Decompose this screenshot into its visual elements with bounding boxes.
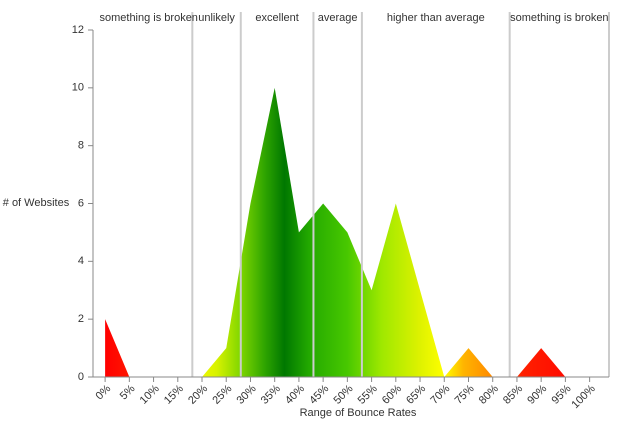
x-tick-label: 45% bbox=[307, 383, 331, 407]
y-tick-label: 6 bbox=[78, 197, 84, 209]
x-tick-label: 100% bbox=[569, 383, 598, 412]
x-tick-label: 10% bbox=[138, 383, 162, 407]
zone-label: higher than average bbox=[387, 12, 485, 24]
area bbox=[105, 87, 590, 377]
y-tick-label: 8 bbox=[78, 140, 84, 152]
x-tick-label: 50% bbox=[331, 383, 355, 407]
zone-label: excellent bbox=[255, 12, 298, 24]
y-tick-label: 10 bbox=[72, 82, 84, 94]
x-tick-label: 25% bbox=[210, 383, 234, 407]
x-tick-label: 5% bbox=[118, 383, 138, 403]
x-tick-label: 90% bbox=[525, 383, 549, 407]
y-tick-label: 12 bbox=[72, 24, 84, 36]
zone-label: average bbox=[318, 12, 358, 24]
zone-label: something is broken bbox=[99, 12, 197, 24]
y-axis-label: # of Websites bbox=[3, 197, 70, 209]
x-tick-label: 80% bbox=[477, 383, 501, 407]
x-tick-label: 55% bbox=[356, 383, 380, 407]
y-tick-label: 2 bbox=[78, 313, 84, 325]
y-tick-label: 0 bbox=[78, 371, 84, 383]
x-tick-label: 60% bbox=[380, 383, 404, 407]
x-tick-label: 0% bbox=[94, 383, 114, 403]
y-tick-label: 4 bbox=[78, 255, 84, 267]
x-tick-label: 75% bbox=[453, 383, 477, 407]
zone-label: unlikely bbox=[198, 12, 235, 24]
x-tick-label: 20% bbox=[186, 383, 210, 407]
x-tick-label: 65% bbox=[404, 383, 428, 407]
x-tick-label: 40% bbox=[283, 383, 307, 407]
x-tick-label: 70% bbox=[428, 383, 452, 407]
x-tick-label: 85% bbox=[501, 383, 525, 407]
x-tick-label: 35% bbox=[259, 383, 283, 407]
x-tick-label: 30% bbox=[235, 383, 259, 407]
zone-label: something is broken bbox=[510, 12, 608, 24]
x-axis-label: Range of Bounce Rates bbox=[300, 407, 417, 419]
x-tick-label: 15% bbox=[162, 383, 186, 407]
